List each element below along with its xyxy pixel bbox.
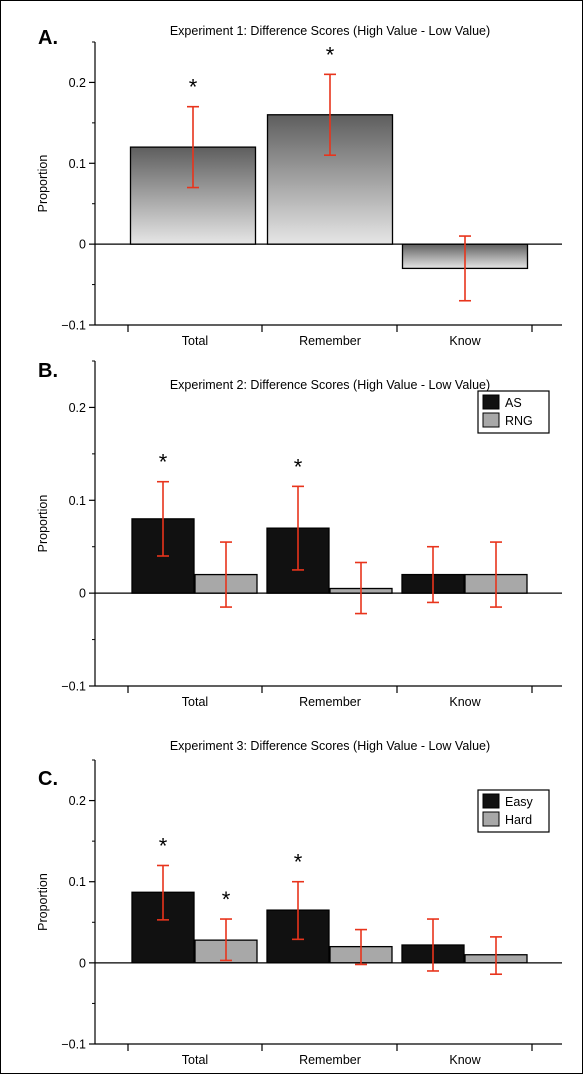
chart-panel-1: A. Experiment 1: Difference Scores (High … <box>36 24 562 348</box>
chart-panel-3: C. Experiment 3: Difference Scores (High … <box>36 739 562 1067</box>
y-axis-label: Proportion <box>36 495 50 553</box>
panel-label: B. <box>38 360 58 382</box>
x-tick-label: Remember <box>299 334 361 348</box>
y-tick-label: 0 <box>79 956 86 970</box>
x-tick-label: Total <box>182 695 208 709</box>
panel-label: C. <box>38 768 58 790</box>
y-tick-label: 0.2 <box>69 794 86 808</box>
x-tick-label: Total <box>182 334 208 348</box>
legend-swatch <box>482 412 500 428</box>
y-tick-label: −0.1 <box>61 680 86 694</box>
legend-swatch <box>482 793 500 809</box>
y-tick-label: −0.1 <box>61 1038 86 1052</box>
x-tick-label: Know <box>449 695 481 709</box>
x-tick-label: Know <box>449 1053 481 1067</box>
legend-label: AS <box>505 396 522 410</box>
y-tick-label: −0.1 <box>61 319 86 333</box>
significance-star: * <box>222 887 231 912</box>
legend: Easy Hard <box>477 789 550 833</box>
x-tick-label: Know <box>449 334 481 348</box>
y-tick-label: 0.1 <box>69 494 86 508</box>
y-tick-label: 0.2 <box>69 401 86 415</box>
legend-label: Hard <box>505 813 532 827</box>
legend-swatch <box>482 394 500 410</box>
significance-star: * <box>189 75 198 100</box>
legend-label: RNG <box>505 414 533 428</box>
significance-star: * <box>159 833 168 858</box>
legend-swatch <box>482 811 500 827</box>
x-tick-label: Remember <box>299 695 361 709</box>
chart-title: Experiment 3: Difference Scores (High Va… <box>170 739 490 753</box>
significance-star: * <box>294 850 303 875</box>
chart-panel-2: B. Experiment 2: Difference Scores (High … <box>36 360 562 709</box>
significance-star: * <box>326 42 335 67</box>
x-tick-label: Remember <box>299 1053 361 1067</box>
significance-star: * <box>159 450 168 475</box>
chart-title: Experiment 1: Difference Scores (High Va… <box>170 24 490 38</box>
panel-label: A. <box>38 27 58 49</box>
legend: AS RNG <box>477 390 550 434</box>
y-tick-label: 0.2 <box>69 76 86 90</box>
y-axis-label: Proportion <box>36 873 50 931</box>
significance-star: * <box>294 454 303 479</box>
y-axis-label: Proportion <box>36 155 50 213</box>
x-tick-label: Total <box>182 1053 208 1067</box>
y-tick-label: 0.1 <box>69 157 86 171</box>
y-tick-label: 0 <box>79 238 86 252</box>
y-tick-label: 0.1 <box>69 875 86 889</box>
y-tick-label: 0 <box>79 587 86 601</box>
chart-title: Experiment 2: Difference Scores (High Va… <box>170 378 490 392</box>
legend-label: Easy <box>505 795 534 809</box>
